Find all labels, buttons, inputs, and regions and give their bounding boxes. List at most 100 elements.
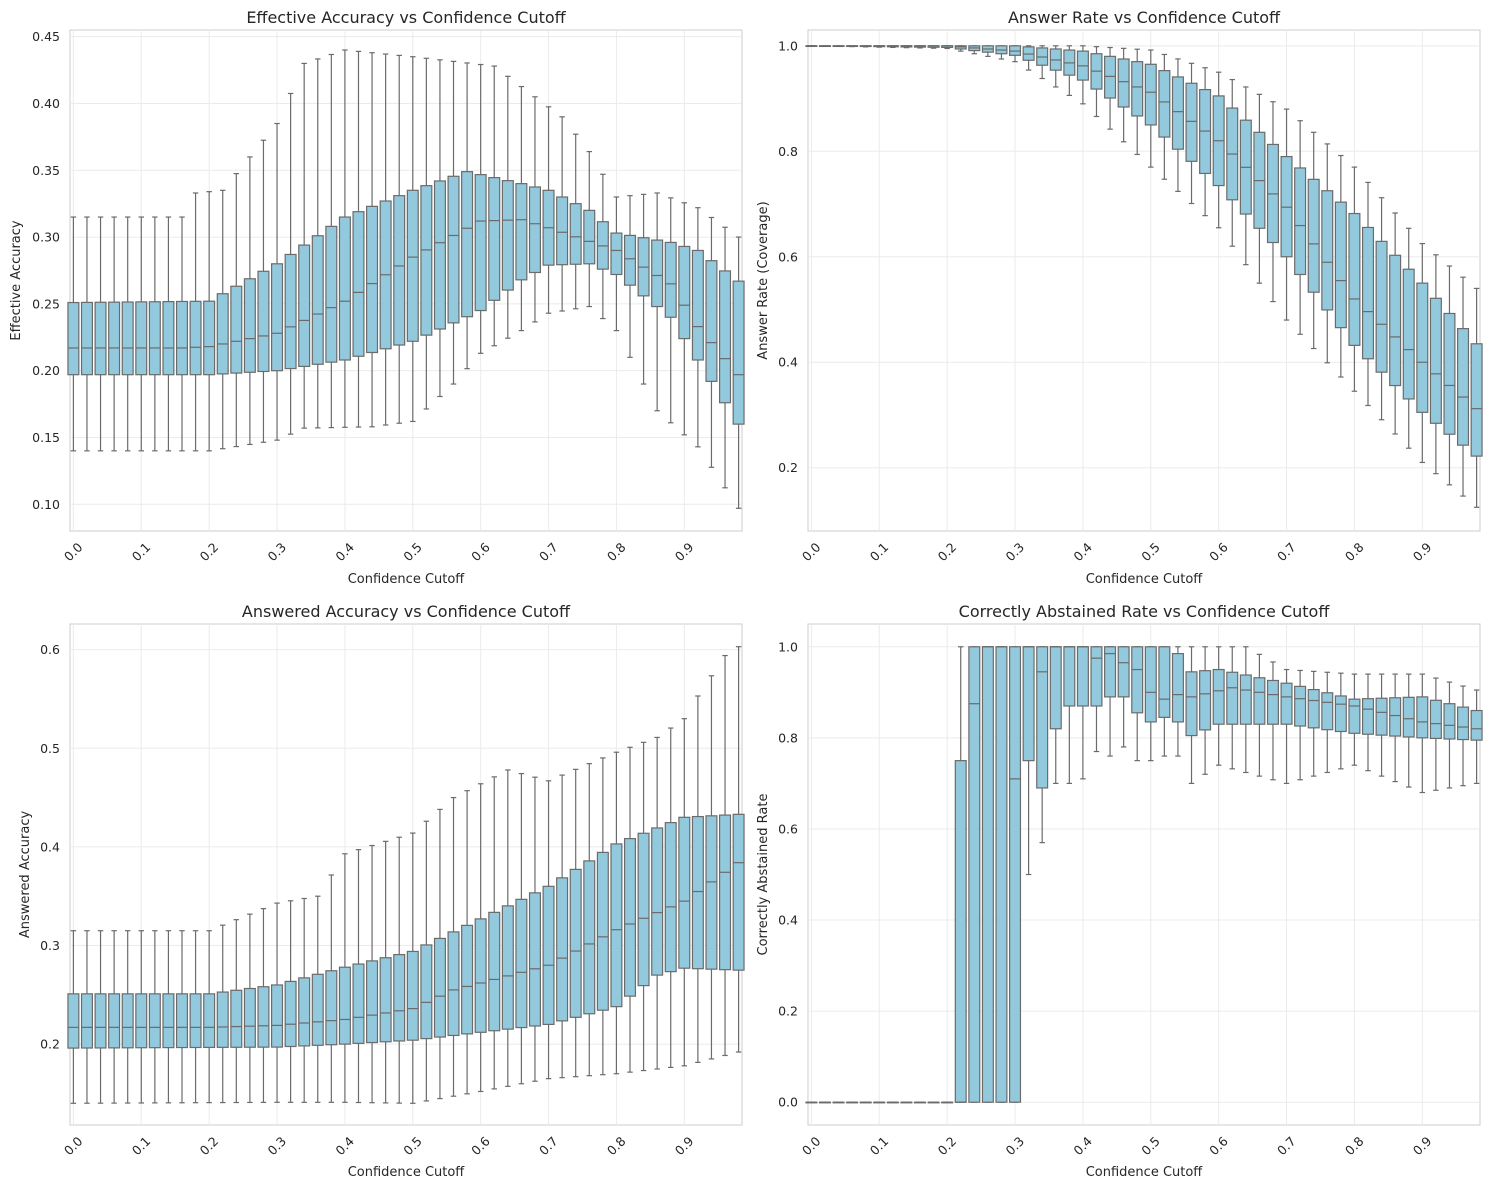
x-axis-label: Confidence Cutoff — [1086, 1165, 1204, 1180]
iqr-box — [406, 189, 419, 342]
box-0.46 — [379, 53, 392, 426]
iqr-box — [338, 216, 351, 361]
iqr-box — [691, 815, 704, 970]
y-tick-label: 0.15 — [32, 430, 60, 445]
box-0.26 — [981, 45, 994, 57]
iqr-box — [678, 245, 691, 340]
iqr-box — [230, 989, 243, 1048]
box-0.62 — [1226, 78, 1239, 247]
box-0.20 — [203, 930, 216, 1104]
box-0.86 — [1389, 212, 1402, 435]
y-tick-label: 0.3 — [40, 938, 60, 953]
iqr-box — [1321, 190, 1334, 311]
iqr-box — [623, 838, 637, 997]
x-tick-label: 0.0 — [799, 539, 824, 564]
y-tick-label: 0.4 — [778, 913, 798, 928]
box-0.60 — [1212, 71, 1225, 229]
iqr-box — [1429, 699, 1442, 740]
box-0.86 — [1389, 673, 1402, 783]
box-0.22 — [954, 646, 967, 1103]
iqr-box — [311, 235, 324, 365]
box-0.38 — [325, 53, 338, 429]
iqr-box — [732, 280, 745, 425]
iqr-box — [1266, 679, 1280, 725]
box-0.68 — [1266, 101, 1280, 303]
x-tick-label: 0.5 — [400, 1133, 425, 1158]
box-0.40 — [338, 853, 351, 1103]
panel-answered-accuracy: 0.2 0.3 0.4 0.5 0.6 0.0 0.1 0.2 0.3 0.4 0.5 0.6 0.7 0… — [18, 602, 745, 1180]
y-axis-label: Correctly Abstained Rate — [756, 794, 771, 956]
x-tick-label: 0.1 — [867, 1133, 892, 1158]
x-tick-label: 0.4 — [1070, 1133, 1095, 1158]
box-0.22 — [216, 924, 229, 1104]
box-0.46 — [379, 840, 392, 1104]
box-0.34 — [298, 897, 311, 1103]
y-tick-label: 0.8 — [778, 730, 798, 745]
iqr-box — [1348, 698, 1361, 734]
iqr-box — [705, 260, 718, 382]
box-0.34 — [1036, 45, 1049, 80]
box-0.08 — [859, 45, 872, 48]
iqr-box — [366, 960, 379, 1044]
box-0.64 — [1239, 86, 1252, 266]
box-0.74 — [1307, 670, 1320, 777]
iqr-box — [108, 301, 121, 376]
iqr-box — [420, 944, 433, 1040]
iqr-box — [257, 986, 270, 1048]
x-tick-label: 0.9 — [1410, 1133, 1435, 1158]
box-0.66 — [1253, 93, 1266, 284]
box-0.78 — [1334, 672, 1347, 770]
iqr-box — [1375, 240, 1388, 373]
box-0.80 — [610, 196, 623, 332]
box-0.88 — [664, 727, 677, 1069]
iqr-box — [461, 171, 474, 318]
iqr-box — [1375, 697, 1388, 736]
box-0.92 — [691, 695, 704, 1063]
x-tick-label: 0.3 — [1003, 539, 1028, 564]
iqr-box — [311, 973, 324, 1046]
box-0.88 — [1402, 227, 1415, 449]
box-0.48 — [1131, 48, 1144, 156]
iqr-box — [664, 822, 677, 973]
box-0.56 — [447, 60, 460, 385]
y-tick-label: 0.2 — [778, 460, 798, 475]
iqr-box — [447, 175, 460, 324]
x-tick-label: 0.2 — [935, 539, 960, 564]
box-0.86 — [651, 736, 664, 1070]
iqr-box — [1470, 343, 1483, 457]
box-0.16 — [913, 1101, 927, 1104]
box-0.72 — [1294, 669, 1307, 781]
iqr-box — [556, 877, 569, 1022]
box-0.74 — [569, 768, 582, 1078]
iqr-box — [1158, 646, 1171, 718]
iqr-box — [203, 993, 216, 1049]
box-0.32 — [284, 92, 297, 435]
x-tick-label: 0.6 — [1206, 539, 1231, 564]
box-0.32 — [284, 900, 297, 1103]
iqr-box — [968, 646, 981, 1103]
box-0.04 — [832, 1101, 845, 1104]
box-0.08 — [121, 930, 134, 1104]
iqr-box — [175, 993, 189, 1049]
x-tick-label: 0.5 — [1138, 1133, 1163, 1158]
iqr-box — [610, 232, 623, 276]
iqr-box — [501, 180, 514, 291]
y-tick-label: 0.20 — [32, 363, 60, 378]
y-tick-label: 0.4 — [778, 355, 798, 370]
iqr-box — [1389, 254, 1402, 387]
iqr-box — [1036, 646, 1049, 789]
box-0.70 — [1280, 108, 1293, 321]
box-0.52 — [420, 57, 433, 410]
box-0.92 — [691, 207, 704, 448]
box-0.44 — [366, 844, 379, 1104]
iqr-box — [1443, 703, 1456, 740]
box-0.36 — [1049, 45, 1062, 88]
box-0.42 — [1090, 46, 1103, 118]
box-0.18 — [189, 192, 202, 452]
box-0.42 — [352, 50, 365, 428]
box-0.56 — [447, 796, 460, 1097]
box-0.16 — [175, 216, 189, 452]
box-0.68 — [1266, 661, 1280, 781]
box-0.84 — [637, 741, 650, 1072]
box-0.52 — [1158, 53, 1171, 180]
